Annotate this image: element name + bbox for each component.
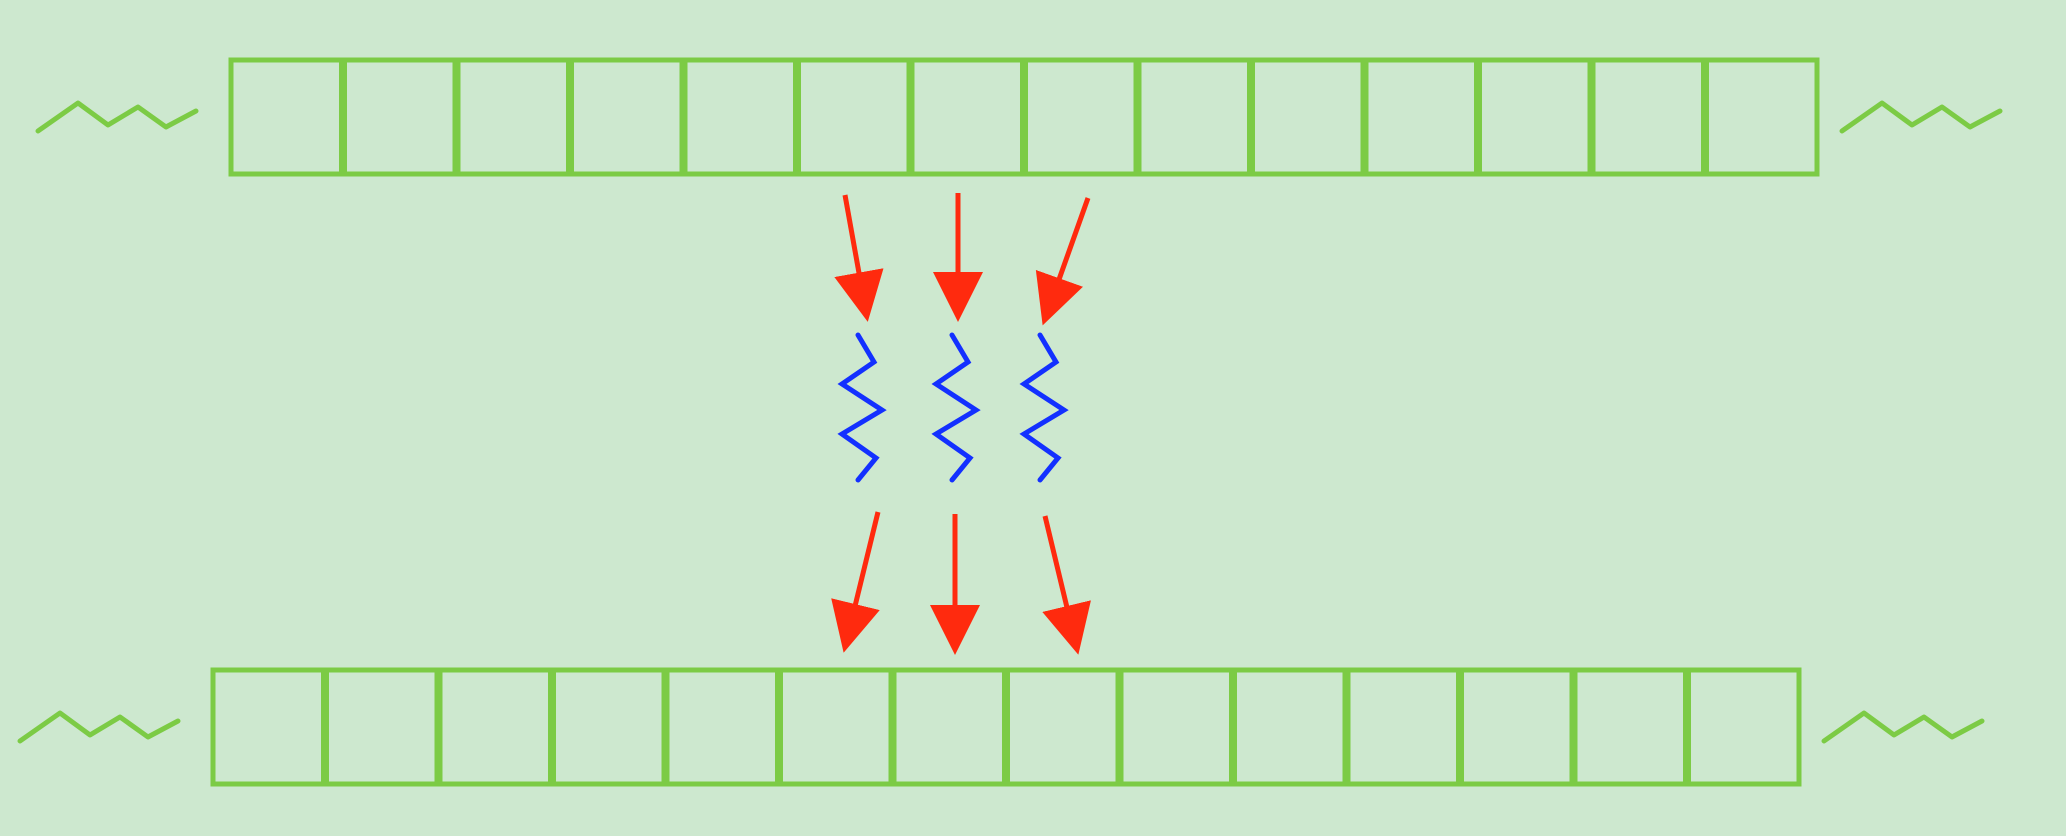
spring-group [837,332,1069,483]
top-cell [1250,57,1366,177]
bottom-cell [1345,667,1461,787]
bottom-cell [210,667,326,787]
row-continuation-marks [17,100,2003,744]
bottom-cell [1005,667,1121,787]
top-cell [1363,57,1479,177]
top-cell [682,57,798,177]
incoming-arrows [834,193,1091,326]
incoming-arrow [834,194,884,322]
top-cell [909,57,1025,177]
top-cell [1136,57,1252,177]
top-right-continuation [1839,100,2003,134]
top-cell [569,57,685,177]
top-cell [1590,57,1706,177]
bottom-cell [1572,667,1688,787]
top-cell [1477,57,1593,177]
bottom-cell [1686,667,1802,787]
bottom-cell [324,667,440,787]
top-cell [342,57,458,177]
outgoing-arrow [1042,515,1091,655]
incoming-arrow [1035,197,1091,326]
bottom-cell [891,667,1007,787]
bottom-cell [1232,667,1348,787]
top-cell [228,57,344,177]
top-cell [796,57,912,177]
top-left-continuation [35,100,199,134]
bottom-cell-row [210,667,1802,787]
top-cell [1023,57,1139,177]
bottom-cell [1118,667,1234,787]
outgoing-arrows [831,511,1091,655]
bottom-cell [551,667,667,787]
spring [1019,332,1069,483]
bottom-left-continuation [17,710,181,744]
spring [931,332,981,483]
bottom-right-continuation [1821,710,1985,744]
outgoing-arrow [831,511,881,653]
bottom-cell [437,667,553,787]
bottom-cell [778,667,894,787]
top-cell [1704,57,1820,177]
top-cell [455,57,571,177]
bottom-cell [664,667,780,787]
top-cell-row [228,57,1820,177]
bottom-cell [1459,667,1575,787]
spring [837,332,887,483]
